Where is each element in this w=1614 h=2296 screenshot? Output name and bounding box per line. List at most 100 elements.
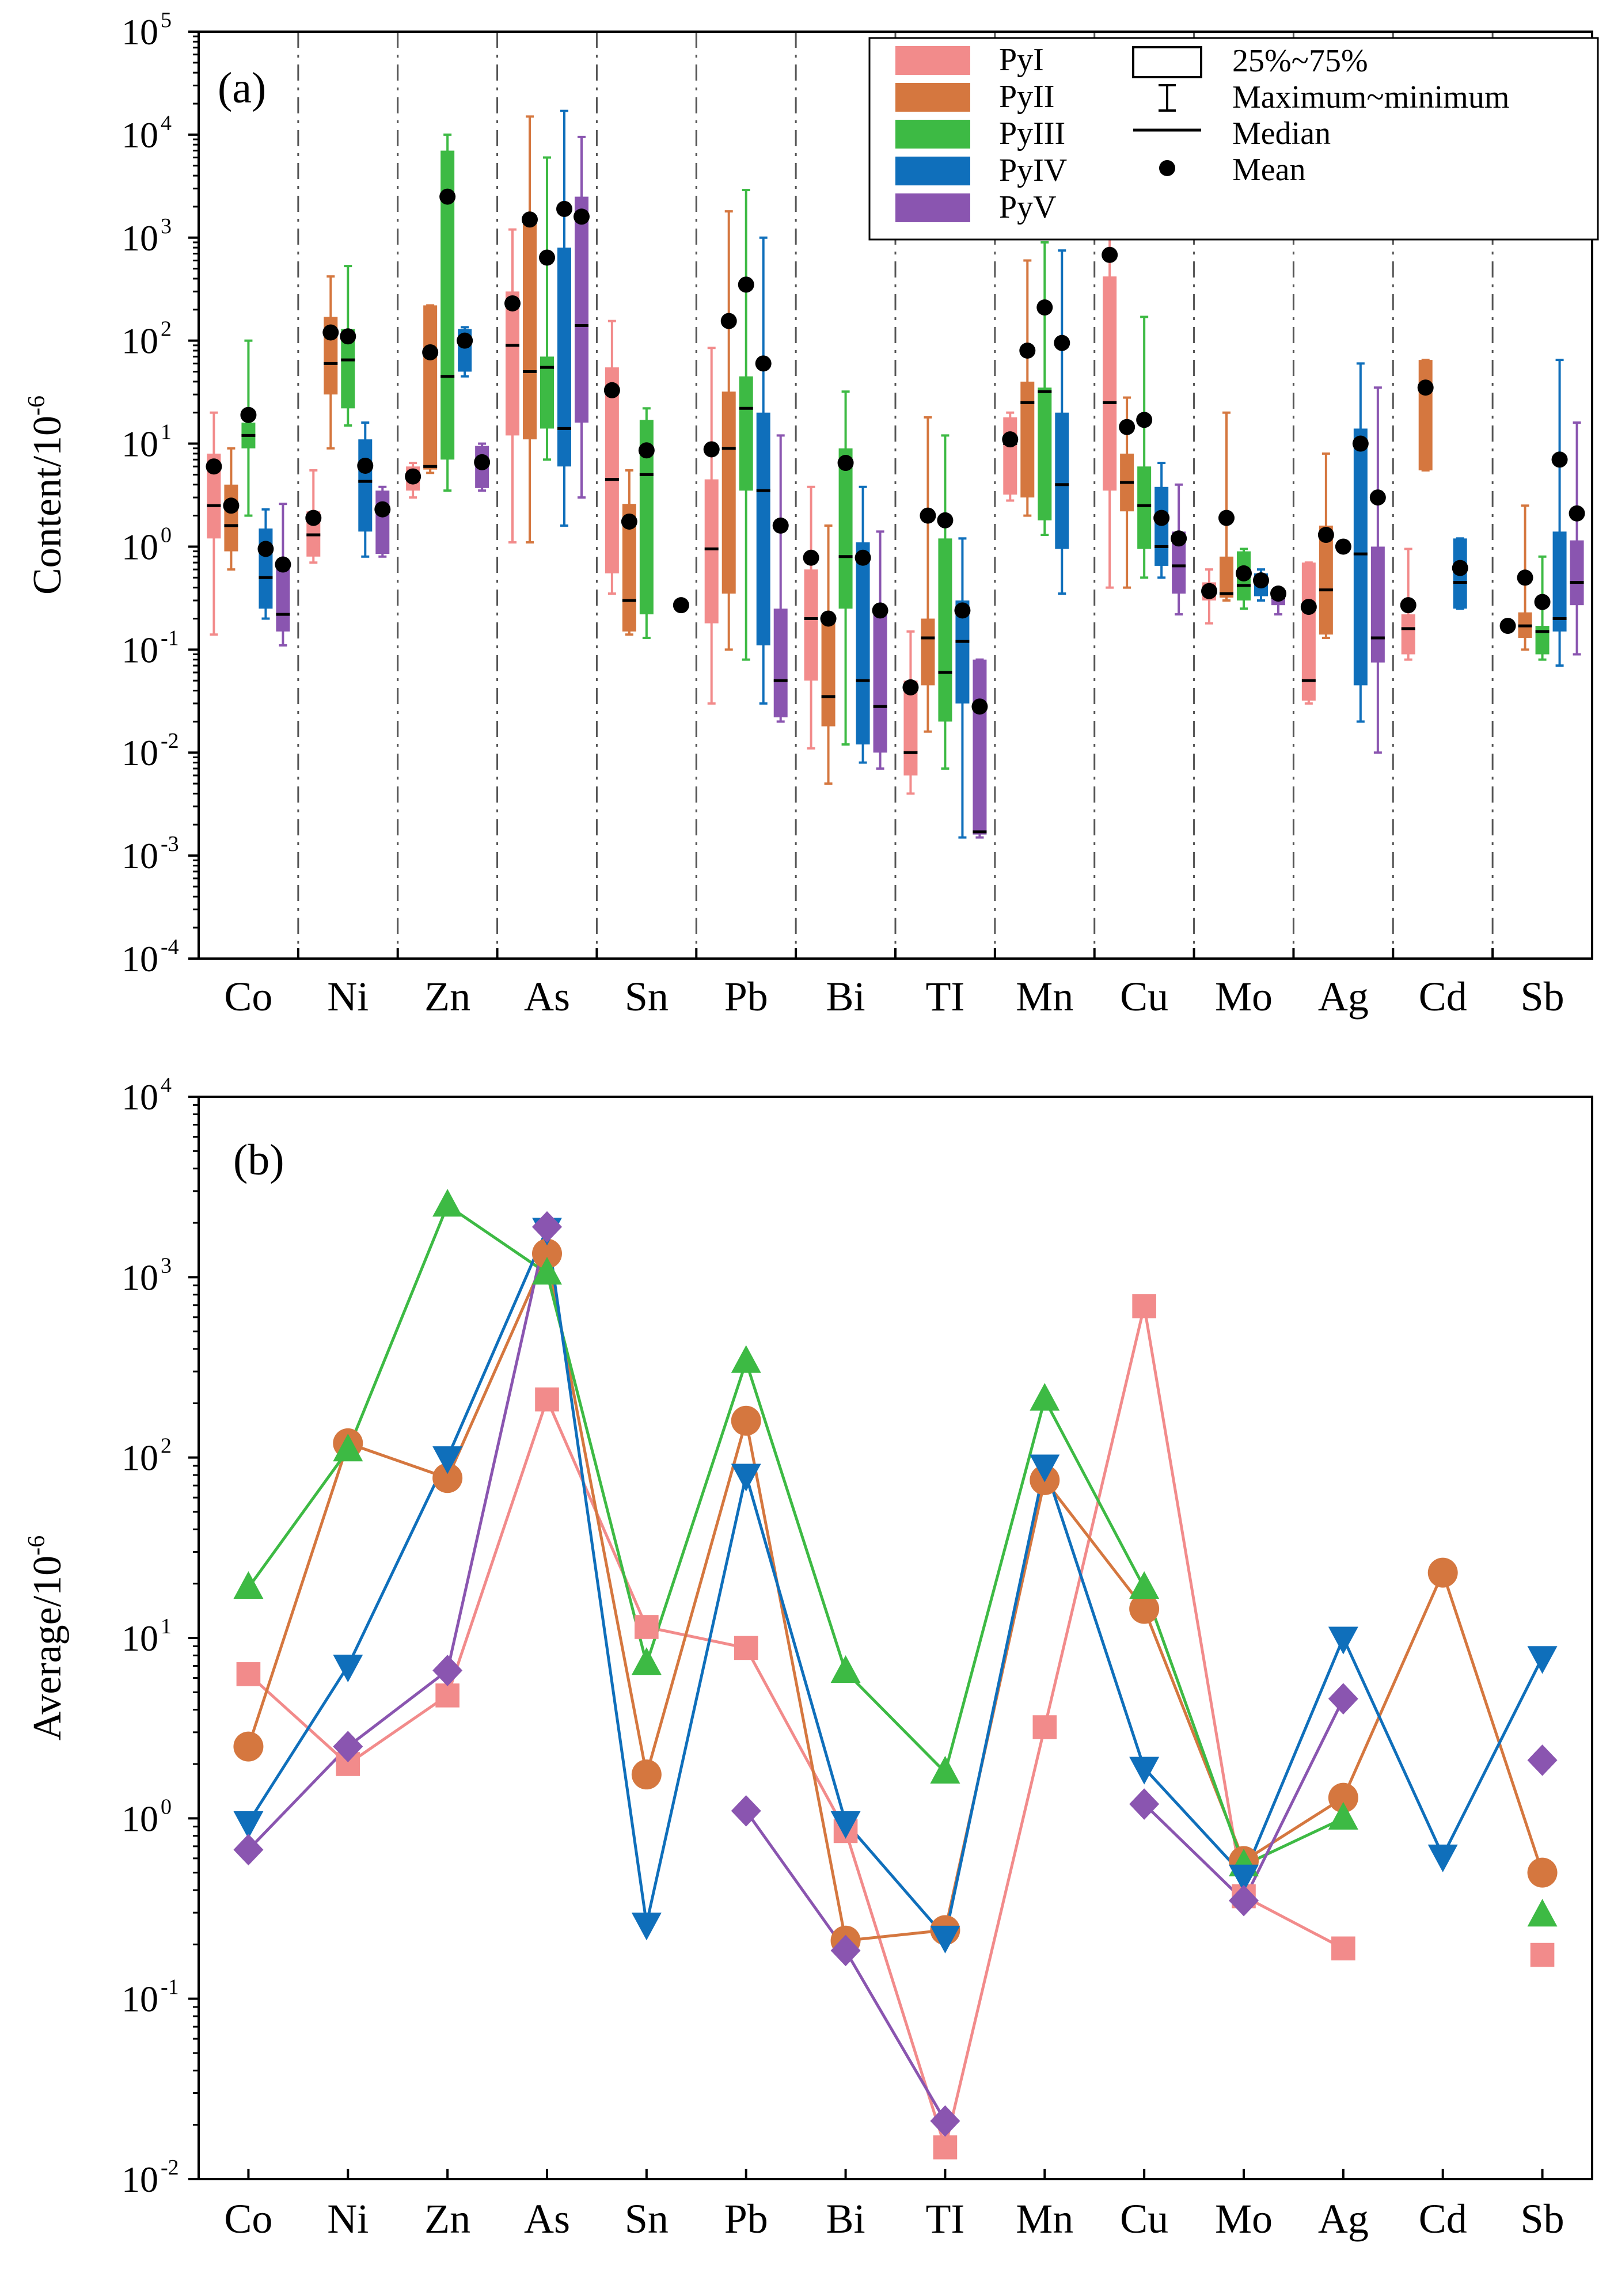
category-label-Mn: Mn — [1016, 2196, 1073, 2242]
mean-dot — [374, 501, 391, 518]
iqr-box — [276, 569, 290, 632]
box-Co-PyII — [223, 447, 240, 571]
legend-swatch-PyV — [895, 193, 970, 222]
box-Pb-PyII — [720, 210, 737, 651]
y-tick-exponent: -4 — [161, 935, 179, 959]
iqr-box — [1370, 546, 1385, 663]
legend-label-mean: Mean — [1232, 152, 1306, 188]
category-label-Mn: Mn — [1016, 974, 1073, 1020]
mean-dot — [357, 457, 374, 474]
x-axis-category-labels: Co Ni Zn As Sn Pb Bi TI Mn Cu Mo Ag Cd Sb — [224, 2196, 1564, 2242]
iqr-box — [973, 659, 987, 835]
category-label-Cu: Cu — [1120, 974, 1168, 1020]
marker-PyV-Ni — [333, 1731, 363, 1762]
category-label-As: As — [524, 974, 570, 1020]
mean-dot — [703, 441, 720, 458]
box-Pb-PyI — [703, 347, 720, 705]
mean-dot — [504, 295, 521, 311]
marker-PyV-TI — [930, 2105, 960, 2137]
mean-dot — [1002, 431, 1019, 448]
iqr-box — [1038, 387, 1052, 520]
y-tick-label: 10 — [121, 321, 158, 362]
mean-dot — [920, 507, 936, 524]
category-label-Co: Co — [224, 2196, 272, 2242]
iqr-box — [1003, 417, 1017, 495]
y-tick-exponent: 2 — [161, 317, 172, 341]
box-TI-PyIV — [954, 537, 971, 839]
marker-PyII-Co — [233, 1731, 264, 1762]
marker-PyIII-TI — [930, 1755, 960, 1784]
category-label-Ni: Ni — [327, 974, 369, 1020]
y-tick-label: 10 — [121, 835, 158, 876]
category-label-Sb: Sb — [1521, 974, 1564, 1020]
iqr-box — [358, 439, 373, 532]
mean-dot — [872, 602, 888, 619]
marker-PyII-Cu — [1129, 1594, 1160, 1624]
panel-label-b: (b) — [233, 1136, 284, 1184]
mean-dot — [1300, 599, 1317, 615]
category-label-Cd: Cd — [1419, 2196, 1467, 2242]
mean-dot — [1019, 343, 1036, 359]
iqr-box — [1220, 556, 1233, 598]
box-Sn-PyI — [603, 320, 620, 595]
box-Sn-PyII — [621, 469, 637, 636]
mean-dot — [603, 382, 620, 398]
category-label-Zn: Zn — [424, 2196, 470, 2242]
marker-PyIV-Zn — [432, 1446, 463, 1474]
iqr-box — [375, 491, 390, 554]
box-Mo-PyII — [1218, 411, 1235, 602]
marker-PyIII-Sb — [1527, 1899, 1558, 1927]
y-tick-exponent: -3 — [161, 832, 179, 856]
mean-dot — [1452, 560, 1468, 576]
box-Bi-PyIV — [855, 485, 871, 764]
series-line-PyIV — [247, 1223, 1544, 1940]
box-Co-PyV — [275, 503, 291, 647]
y-tick-exponent: 2 — [161, 1434, 172, 1458]
mean-dot — [1136, 412, 1153, 428]
mean-dot — [1218, 510, 1235, 526]
mean-dot — [621, 513, 637, 530]
y-tick-label: 10 — [121, 629, 158, 670]
box-plot-series — [206, 109, 1585, 839]
category-label-Pb: Pb — [724, 2196, 768, 2242]
box-Sb-PyII — [1517, 504, 1533, 651]
iqr-box — [1418, 360, 1433, 471]
iqr-box — [1552, 531, 1567, 632]
marker-PyI-As — [535, 1387, 559, 1412]
box-Bi-PyV — [872, 530, 888, 770]
y-tick-label: 10 — [121, 115, 158, 155]
marker-PyIV-Cu — [1129, 1757, 1160, 1785]
mean-dot — [1201, 583, 1217, 599]
y-tick-label: 10 — [121, 1979, 158, 2020]
marker-PyIII-Sn — [631, 1647, 662, 1675]
marker-PyV-Zn — [432, 1655, 463, 1686]
mean-dot — [820, 610, 837, 627]
iqr-box — [423, 305, 438, 470]
mean-dot — [422, 344, 439, 360]
category-label-Sn: Sn — [625, 974, 669, 1020]
mean-dot — [556, 200, 572, 217]
mean-dot — [1534, 594, 1551, 610]
marker-PyV-Ag — [1328, 1683, 1358, 1715]
category-label-TI: TI — [925, 974, 964, 1020]
y-tick-exponent: 1 — [161, 1614, 172, 1639]
y-tick-exponent: 1 — [161, 420, 172, 444]
mean-dot — [1253, 572, 1269, 589]
box-Ni-PyIII — [340, 265, 356, 427]
category-label-Cu: Cu — [1120, 2196, 1168, 2242]
box-As-PyV — [574, 135, 590, 499]
mean-dot — [1551, 451, 1568, 468]
mean-dot — [837, 455, 854, 472]
box-Cd-PyIV — [1452, 537, 1468, 610]
marker-PyI-TI — [933, 2135, 958, 2160]
y-axis-label-a: Content/10-6 — [24, 396, 70, 595]
marker-PyV-Bi — [830, 1934, 861, 1967]
category-label-Sn: Sn — [625, 2196, 669, 2242]
y-tick-exponent: 0 — [161, 1795, 172, 1819]
box-Cu-PyII — [1119, 396, 1136, 589]
marker-PyIV-Pb — [731, 1463, 761, 1492]
box-Bi-PyIII — [837, 390, 854, 746]
legend-label-PyIV: PyIV — [999, 153, 1067, 188]
iqr-box — [1055, 412, 1069, 549]
